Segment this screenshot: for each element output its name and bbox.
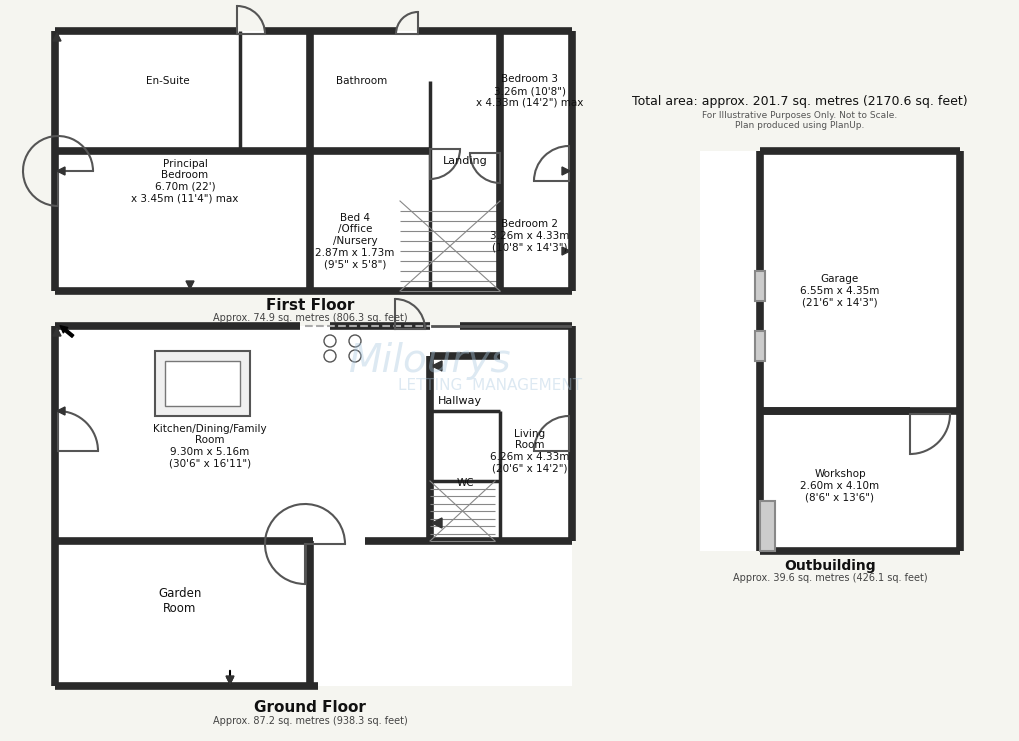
Text: WC: WC: [455, 478, 474, 488]
Text: Plan produced using PlanUp.: Plan produced using PlanUp.: [735, 122, 864, 130]
Bar: [759, 501, 774, 551]
Bar: [55, 326, 572, 686]
Text: Approx. 74.9 sq. metres (806.3 sq. feet): Approx. 74.9 sq. metres (806.3 sq. feet): [213, 313, 407, 323]
Text: Milourys: Milourys: [348, 342, 511, 380]
Text: First Floor: First Floor: [266, 299, 354, 313]
Bar: [165, 361, 239, 406]
Bar: [754, 271, 764, 301]
Bar: [754, 331, 764, 361]
Text: For Illustrative Purposes Only. Not to Scale.: For Illustrative Purposes Only. Not to S…: [702, 110, 897, 119]
Text: Ground Floor: Ground Floor: [254, 700, 366, 716]
Polygon shape: [57, 167, 65, 175]
Bar: [699, 151, 959, 551]
Text: Total area: approx. 201.7 sq. metres (2170.6 sq. feet): Total area: approx. 201.7 sq. metres (21…: [632, 95, 967, 107]
Text: Bed 4
/Office
/Nursery
2.87m x 1.73m
(9'5" x 5'8"): Bed 4 /Office /Nursery 2.87m x 1.73m (9'…: [315, 213, 394, 269]
Text: LETTING  MANAGEMENT: LETTING MANAGEMENT: [397, 379, 582, 393]
Polygon shape: [226, 676, 233, 684]
Text: Landing: Landing: [442, 156, 487, 166]
Text: Garage
6.55m x 4.35m
(21'6" x 14'3"): Garage 6.55m x 4.35m (21'6" x 14'3"): [800, 274, 878, 308]
Text: Garden
Room: Garden Room: [158, 587, 202, 615]
Text: Hallway: Hallway: [437, 396, 482, 406]
Text: Principal
Bedroom
6.70m (22')
x 3.45m (11'4") max: Principal Bedroom 6.70m (22') x 3.45m (1…: [131, 159, 238, 203]
Text: Bedroom 3
3.26m (10'8")
x 4.33m (14'2") max: Bedroom 3 3.26m (10'8") x 4.33m (14'2") …: [476, 74, 583, 107]
Bar: [155, 351, 250, 416]
Text: Approx. 39.6 sq. metres (426.1 sq. feet): Approx. 39.6 sq. metres (426.1 sq. feet): [732, 573, 926, 583]
Polygon shape: [561, 247, 570, 255]
Text: Workshop
2.60m x 4.10m
(8'6" x 13'6"): Workshop 2.60m x 4.10m (8'6" x 13'6"): [800, 469, 878, 502]
Polygon shape: [432, 518, 441, 528]
Polygon shape: [53, 33, 61, 41]
Text: Approx. 87.2 sq. metres (938.3 sq. feet): Approx. 87.2 sq. metres (938.3 sq. feet): [212, 716, 407, 726]
Polygon shape: [432, 361, 441, 371]
Text: Bathroom: Bathroom: [336, 76, 387, 86]
Polygon shape: [53, 328, 61, 336]
Text: Bedroom 2
3.26m x 4.33m
(10'8" x 14'3"): Bedroom 2 3.26m x 4.33m (10'8" x 14'3"): [490, 219, 570, 253]
Text: Living
Room
6.26m x 4.33m
(20'6" x 14'2"): Living Room 6.26m x 4.33m (20'6" x 14'2"…: [490, 428, 570, 473]
Text: En-Suite: En-Suite: [146, 76, 190, 86]
Text: Kitchen/Dining/Family
Room
9.30m x 5.16m
(30'6" x 16'11"): Kitchen/Dining/Family Room 9.30m x 5.16m…: [153, 424, 267, 468]
Text: Outbuilding: Outbuilding: [784, 559, 875, 573]
Polygon shape: [561, 167, 570, 175]
Polygon shape: [57, 407, 65, 415]
Polygon shape: [185, 281, 194, 289]
Bar: [55, 31, 572, 291]
